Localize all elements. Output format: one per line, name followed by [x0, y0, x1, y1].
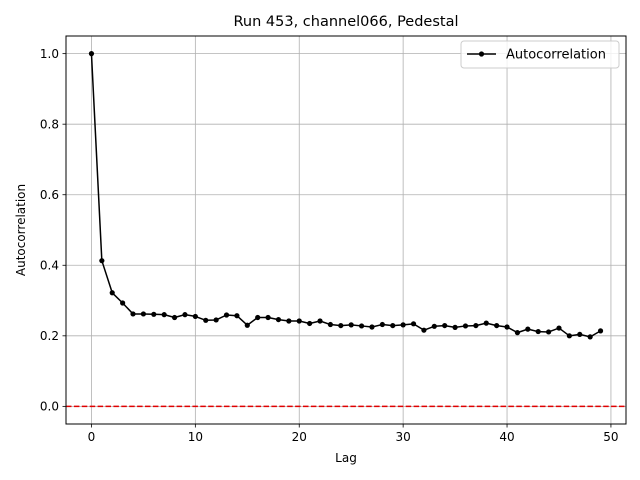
data-point: [494, 322, 500, 329]
data-point: [410, 321, 417, 327]
y-tick-label: 0.6: [40, 188, 59, 202]
data-point: [151, 311, 157, 317]
x-tick-label: 40: [499, 430, 514, 444]
x-axis-label: Lag: [335, 451, 357, 465]
y-tick-label: 1.0: [40, 47, 59, 61]
x-tick-label: 30: [396, 430, 411, 444]
y-tick-label: 0.0: [40, 400, 59, 414]
plot-frame: [65, 35, 627, 425]
x-axis-ticks: 0 10 20 30 40 50: [88, 424, 619, 444]
data-point: [348, 322, 354, 328]
data-point: [203, 317, 209, 323]
data-point: [379, 321, 385, 328]
legend: Autocorrelation: [460, 40, 620, 69]
data-point: [140, 311, 147, 317]
data-point: [358, 323, 365, 329]
data-point: [255, 314, 261, 321]
plot-area: [66, 36, 626, 424]
legend-label: Autocorrelation: [506, 48, 606, 63]
data-point: [442, 322, 448, 329]
data-point: [120, 300, 126, 306]
series-autocorrelation: [88, 51, 604, 340]
data-point: [587, 334, 593, 340]
y-axis-ticks: 0.0 0.2 0.4 0.6 0.8 1.0: [40, 47, 66, 414]
y-tick-label: 0.4: [40, 259, 59, 273]
x-tick-label: 10: [188, 430, 203, 444]
data-point: [192, 313, 198, 320]
data-point: [421, 327, 427, 333]
chart-title: Run 453, channel066, Pedestal: [233, 14, 458, 30]
x-tick-label: 0: [88, 430, 96, 444]
data-point: [525, 326, 531, 332]
data-point: [431, 323, 437, 329]
data-point: [597, 328, 604, 334]
legend-box: [460, 40, 620, 69]
data-point: [327, 321, 334, 328]
data-point: [130, 311, 136, 317]
y-tick-label: 0.8: [40, 117, 59, 131]
legend-marker-swatch: [478, 51, 485, 57]
grid: [66, 36, 626, 424]
data-point: [556, 325, 562, 331]
data-point: [275, 316, 282, 323]
data-point: [265, 314, 271, 321]
data-point: [307, 320, 313, 327]
y-axis-label: Autocorrelation: [14, 184, 28, 276]
data-point: [99, 258, 105, 264]
data-point: [161, 312, 167, 318]
data-point: [338, 322, 344, 329]
data-point: [504, 324, 510, 330]
data-point: [514, 330, 521, 336]
data-point: [473, 322, 479, 329]
x-tick-label: 50: [603, 430, 618, 444]
data-point: [452, 324, 458, 330]
data-point: [566, 333, 572, 339]
data-point: [223, 312, 230, 318]
data-point: [535, 328, 541, 335]
data-point: [545, 329, 552, 335]
data-point: [369, 324, 375, 330]
data-point: [317, 318, 323, 324]
data-point: [462, 323, 469, 329]
x-tick-label: 20: [292, 430, 307, 444]
data-point: [171, 314, 178, 321]
data-point: [182, 312, 188, 318]
y-tick-label: 0.2: [40, 329, 59, 343]
data-point: [244, 322, 250, 328]
data-point: [296, 318, 302, 324]
data-point: [88, 51, 95, 57]
data-point: [400, 322, 406, 328]
data-point: [577, 331, 583, 338]
data-point: [483, 320, 489, 326]
data-point: [390, 322, 396, 329]
data-point: [109, 290, 115, 296]
data-point: [286, 318, 292, 324]
data-point: [234, 313, 240, 319]
data-point: [213, 317, 219, 323]
